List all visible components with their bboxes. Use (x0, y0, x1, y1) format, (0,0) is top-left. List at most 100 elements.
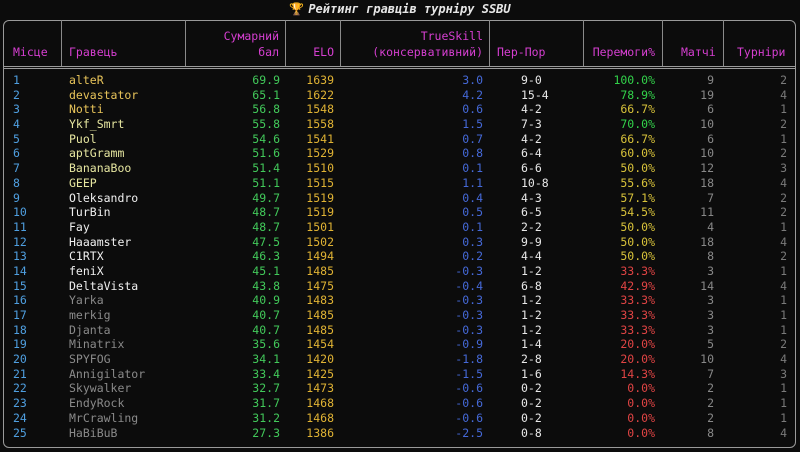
win-loss-cell: 1-2 (521, 293, 542, 308)
score-cell: 56.8 (252, 102, 280, 117)
tournaments-cell: 1 (780, 293, 787, 308)
games-cell: 7 (707, 366, 714, 381)
trueskill-cell: -0.3 (455, 308, 483, 322)
rank-cell: 10 (13, 205, 27, 220)
trueskill-cell: -0.3 (455, 263, 483, 278)
player-name-cell: Ykf_Smrt (69, 117, 125, 132)
win-loss-cell: 4-2 (521, 131, 542, 146)
rank-cell: 2 (13, 87, 20, 102)
games-cell: 10 (700, 117, 714, 132)
games-cell: 6 (707, 102, 714, 117)
elo-cell: 1420 (306, 352, 334, 367)
tournaments-cell: 2 (780, 146, 787, 161)
tournaments-cell: 2 (780, 337, 787, 352)
trueskill-cell: 4.2 (462, 87, 483, 102)
rank-cell: 15 (13, 278, 27, 293)
rank-cell: 23 (13, 396, 27, 411)
score-cell: 32.7 (252, 381, 280, 396)
winrate-cell: 54.5% (620, 205, 655, 220)
tournaments-cell: 2 (780, 249, 787, 264)
elo-cell: 1485 (306, 263, 334, 278)
player-name-cell: Oleksandro (69, 190, 139, 205)
win-loss-cell: 1-2 (521, 308, 542, 322)
tournaments-cell: 1 (780, 396, 787, 411)
rank-cell: 21 (13, 366, 27, 381)
trueskill-cell: -0.3 (455, 322, 483, 337)
divider (583, 20, 584, 66)
win-loss-cell: 0-2 (521, 396, 542, 411)
games-cell: 18 (700, 175, 714, 190)
table-row: 20 SPYFOG 34.1 1420 -1.8 2-8 20.0% 10 4 (0, 352, 800, 367)
score-cell: 48.7 (252, 219, 280, 234)
rank-cell: 13 (13, 249, 27, 264)
table-row: 11 Fay 48.7 1501 0.1 2-2 50.0% 4 1 (0, 220, 800, 235)
elo-cell: 1502 (306, 234, 334, 249)
score-cell: 51.1 (252, 175, 280, 190)
score-cell: 40.7 (252, 322, 280, 337)
win-loss-cell: 1-2 (521, 263, 542, 278)
tournaments-cell: 3 (780, 161, 787, 176)
score-cell: 51.4 (252, 161, 280, 176)
elo-cell: 1454 (306, 337, 334, 352)
games-cell: 10 (700, 352, 714, 367)
winrate-cell: 33.3% (620, 293, 655, 308)
table-row: 5 Puol 54.6 1541 0.7 4-2 66.7% 6 1 (0, 132, 800, 147)
trueskill-cell: 1.5 (462, 117, 483, 132)
score-cell: 51.6 (252, 146, 280, 161)
player-name-cell: GEEP (69, 175, 97, 190)
player-name-cell: Djanta (69, 322, 111, 337)
score-cell: 47.5 (252, 234, 280, 249)
elo-cell: 1519 (306, 205, 334, 220)
trueskill-cell: 0.5 (462, 205, 483, 220)
winrate-cell: 0.0% (627, 396, 655, 411)
tournaments-cell: 4 (780, 425, 787, 440)
player-name-cell: Puol (69, 131, 97, 146)
divider (662, 20, 663, 66)
trueskill-cell: 0.2 (462, 249, 483, 264)
tournaments-cell: 3 (780, 366, 787, 381)
winrate-cell: 60.0% (620, 146, 655, 161)
trueskill-cell: 0.8 (462, 146, 483, 161)
games-cell: 7 (707, 190, 714, 205)
table-row: 1 alteR 69.9 1639 3.0 9-0 100.0% 9 2 (0, 73, 800, 88)
player-name-cell: MrCrawling (69, 410, 139, 425)
score-cell: 45.1 (252, 263, 280, 278)
header-score: Сумарний бал (223, 29, 279, 59)
rank-cell: 1 (13, 73, 20, 87)
winrate-cell: 50.0% (620, 161, 655, 176)
games-cell: 9 (707, 73, 714, 87)
table-row: 21 Annigilator 33.4 1425 -1.5 1-6 14.3% 7 3 (0, 367, 800, 382)
table-row: 22 Skywalker 32.7 1473 -0.6 0-2 0.0% 2 1 (0, 381, 800, 396)
tournaments-cell: 1 (780, 131, 787, 146)
win-loss-cell: 4-2 (521, 102, 542, 117)
win-loss-cell: 6-6 (521, 161, 542, 176)
games-cell: 12 (700, 161, 714, 176)
score-cell: 48.7 (252, 205, 280, 220)
score-cell: 43.8 (252, 278, 280, 293)
elo-cell: 1639 (306, 73, 334, 87)
trophy-icon: 🏆 (289, 2, 305, 16)
table-row: 24 MrCrawling 31.2 1468 -0.6 0-2 0.0% 2 1 (0, 411, 800, 426)
player-name-cell: Skywalker (69, 381, 132, 396)
rank-cell: 25 (13, 425, 27, 440)
winrate-cell: 33.3% (620, 322, 655, 337)
winrate-cell: 57.1% (620, 190, 655, 205)
header-winrate: Перемоги% (592, 45, 655, 59)
elo-cell: 1548 (306, 102, 334, 117)
tournaments-cell: 2 (780, 117, 787, 132)
winrate-cell: 0.0% (627, 381, 655, 396)
trueskill-cell: -0.6 (455, 396, 483, 411)
winrate-cell: 14.3% (620, 366, 655, 381)
score-cell: 33.4 (252, 366, 280, 381)
elo-cell: 1386 (306, 425, 334, 440)
winrate-cell: 42.9% (620, 278, 655, 293)
games-cell: 19 (700, 87, 714, 102)
elo-cell: 1519 (306, 190, 334, 205)
player-name-cell: alteR (69, 73, 104, 87)
rank-cell: 9 (13, 190, 20, 205)
games-cell: 2 (707, 410, 714, 425)
winrate-cell: 50.0% (620, 234, 655, 249)
winrate-cell: 100.0% (613, 73, 655, 87)
tournaments-cell: 1 (780, 219, 787, 234)
win-loss-cell: 0-8 (521, 425, 542, 440)
